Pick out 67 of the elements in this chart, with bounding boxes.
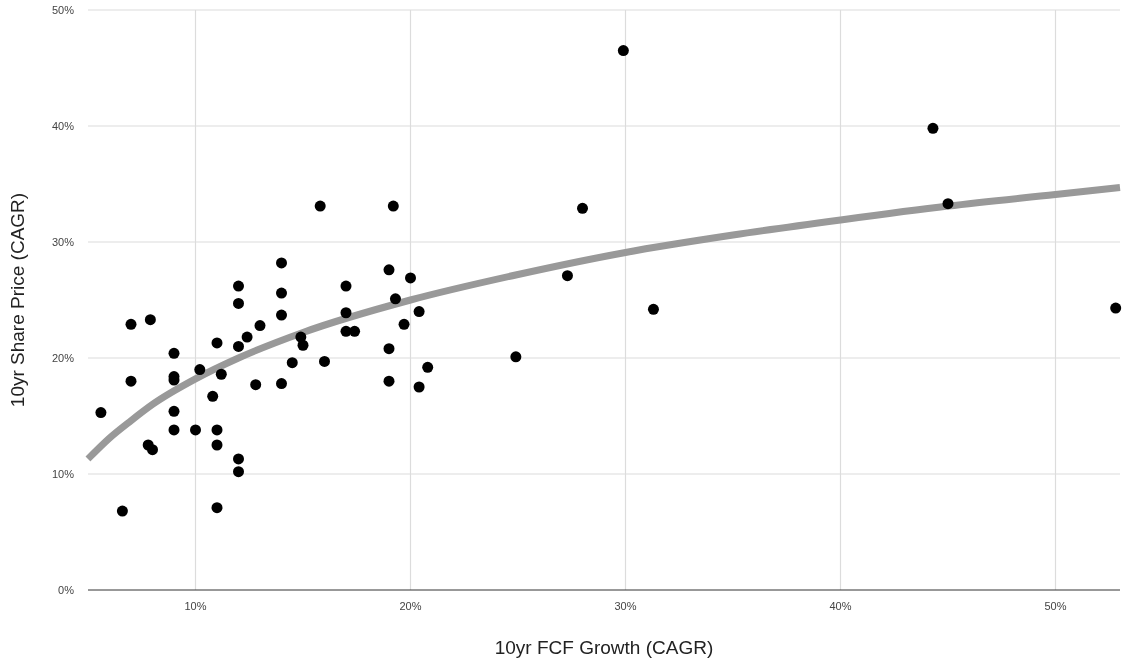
point: [405, 272, 416, 284]
x-tick-label: 30%: [614, 600, 637, 612]
point: [233, 280, 244, 292]
point: [383, 375, 395, 387]
point: [233, 340, 244, 352]
point: [413, 306, 425, 318]
point: [233, 466, 244, 478]
x-axis-title: 10yr FCF Growth (CAGR): [494, 637, 714, 658]
point: [340, 307, 352, 319]
point: [286, 357, 298, 369]
point: [276, 287, 287, 299]
point: [276, 378, 287, 390]
point: [207, 390, 219, 402]
point: [241, 331, 253, 343]
point: [383, 264, 395, 276]
point: [577, 202, 588, 214]
point: [398, 318, 410, 330]
point: [168, 347, 180, 359]
y-tick-label: 0%: [58, 584, 75, 596]
point: [561, 270, 573, 282]
point: [340, 280, 352, 292]
point: [942, 198, 954, 210]
point: [215, 368, 227, 380]
point: [422, 361, 434, 373]
point: [95, 407, 107, 419]
point: [211, 502, 223, 514]
point: [254, 320, 266, 332]
x-tick-label: 10%: [184, 600, 207, 612]
point: [510, 351, 522, 363]
y-tick-label: 20%: [51, 352, 75, 364]
point: [233, 297, 244, 309]
point: [116, 505, 128, 517]
point: [125, 375, 137, 387]
point: [276, 309, 287, 321]
point: [389, 293, 401, 305]
point: [617, 45, 629, 57]
point: [383, 343, 395, 355]
point: [211, 424, 223, 436]
point: [647, 303, 659, 315]
point: [297, 339, 309, 351]
y-tick-label: 50%: [51, 4, 75, 16]
point: [1110, 302, 1122, 314]
point: [147, 444, 158, 456]
x-tick-label: 50%: [1044, 600, 1067, 612]
point: [927, 122, 939, 134]
y-axis-title: 10yr Share Price (CAGR): [7, 192, 28, 408]
point: [276, 257, 287, 269]
point: [168, 405, 180, 417]
point: [314, 200, 326, 212]
point: [250, 379, 262, 391]
point: [168, 424, 180, 436]
x-tick-label: 40%: [829, 600, 852, 612]
point: [211, 439, 223, 451]
y-tick-label: 30%: [51, 236, 75, 248]
point: [125, 318, 137, 330]
point: [211, 337, 223, 349]
point: [387, 200, 399, 212]
point: [349, 325, 361, 337]
point: [194, 364, 206, 376]
point: [190, 424, 201, 436]
x-tick-label: 20%: [399, 600, 422, 612]
point: [144, 314, 156, 326]
y-tick-label: 40%: [51, 120, 75, 132]
y-tick-label: 10%: [51, 468, 75, 480]
point: [413, 381, 425, 393]
point: [233, 453, 244, 465]
point: [319, 355, 330, 367]
